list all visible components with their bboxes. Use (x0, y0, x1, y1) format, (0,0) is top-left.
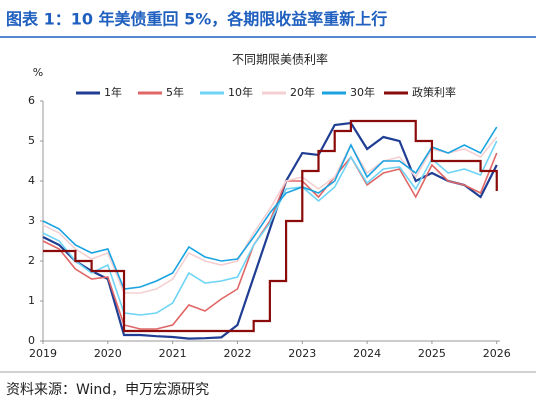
chart-title: 不同期限美债利率 (232, 52, 328, 67)
x-tick-label: 2025 (418, 347, 446, 360)
x-tick-label: 2022 (223, 347, 251, 360)
y-tick-label: 6 (28, 94, 35, 107)
page-title: 图表 1：10 年美债重回 5%，各期限收益率重新上行 (6, 10, 387, 29)
series-line (42, 152, 498, 330)
source-note: 资料来源：Wind，申万宏源研究 (6, 382, 209, 398)
series-line (42, 136, 498, 294)
series-line (42, 126, 498, 290)
y-tick-label: 1 (28, 294, 35, 307)
series-line (42, 140, 498, 316)
y-tick-label: 2 (28, 254, 35, 267)
x-tick-label: 2020 (94, 347, 122, 360)
y-tick-label: 0 (28, 334, 35, 347)
legend-label: 20年 (290, 85, 315, 99)
y-tick-label: 5 (28, 134, 35, 147)
x-tick-label: 2021 (159, 347, 187, 360)
legend-label: 政策利率 (412, 85, 456, 99)
x-tick-label: 2026 (483, 347, 511, 360)
legend-label: 1年 (104, 85, 122, 99)
y-axis-label: % (33, 66, 43, 79)
legend-label: 10年 (228, 85, 253, 99)
y-tick-label: 3 (28, 214, 35, 227)
series-line (43, 119, 498, 333)
x-tick-label: 2019 (29, 347, 57, 360)
legend-label: 30年 (350, 85, 375, 99)
x-tick-label: 2024 (353, 347, 381, 360)
y-tick-label: 4 (28, 174, 35, 187)
x-tick-label: 2023 (288, 347, 316, 360)
legend-label: 5年 (166, 85, 184, 99)
